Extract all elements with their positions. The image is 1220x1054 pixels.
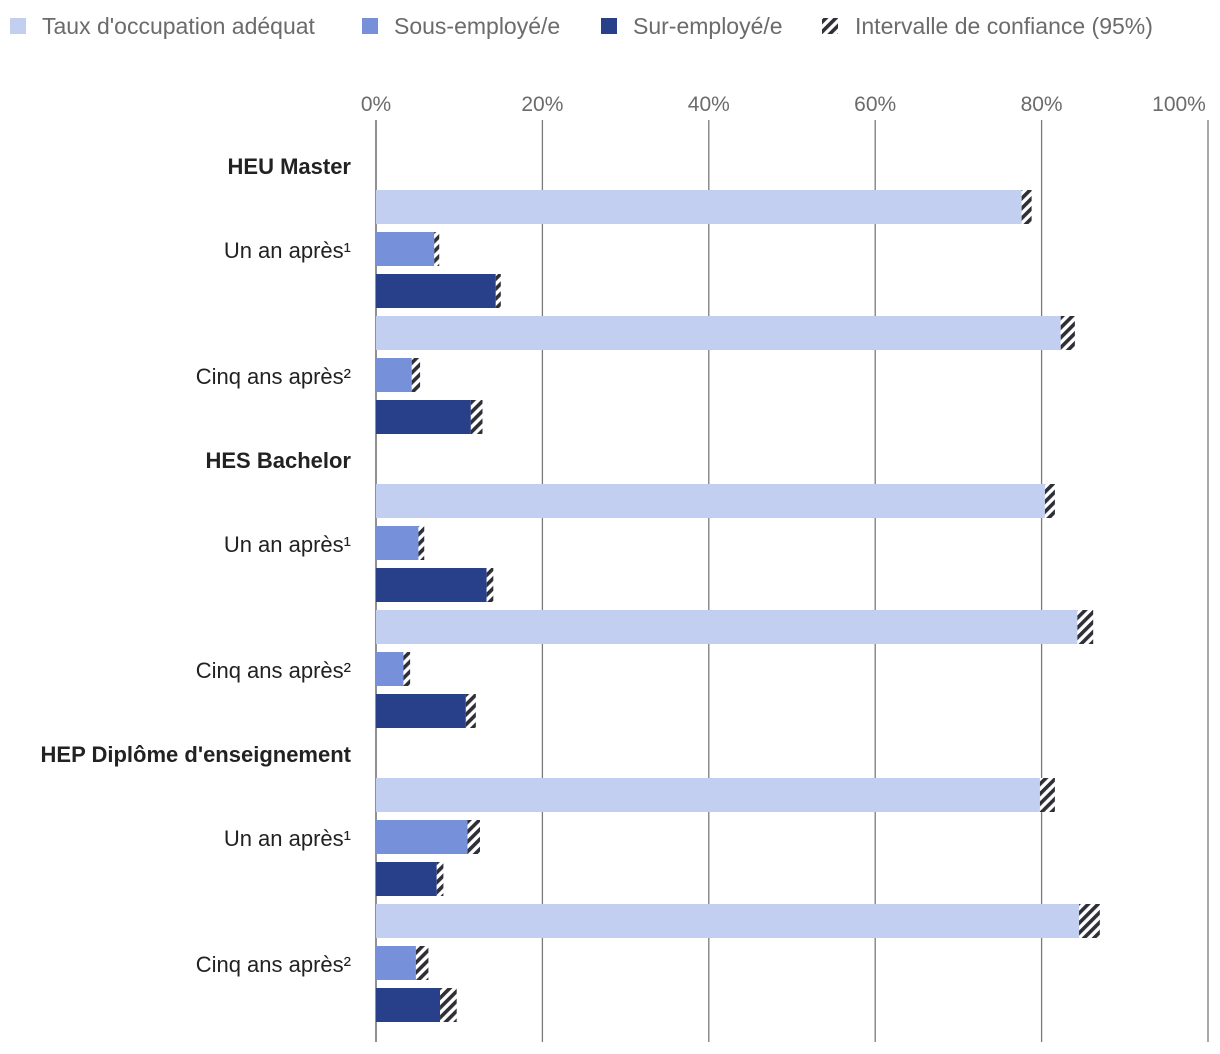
ci-adequate-g0-p1 [1060,316,1075,350]
period-label-hep-one-year: Un an après¹ [224,826,351,851]
bar-under-g0-p0[interactable] [376,232,435,266]
legend-label-under: Sous-employé/e [394,13,560,39]
bar-adequate-g0-p0[interactable] [376,190,1022,224]
legend-swatch-adequate [10,18,26,34]
legend-item-ci[interactable]: Intervalle de confiance (95%) [822,13,1153,39]
ci-under-g0-p1 [411,358,421,392]
bar-over-g1-p1[interactable] [376,694,466,728]
bar-over-g2-p0[interactable] [376,862,437,896]
x-tick-label-40: 40% [688,93,730,116]
bar-over-g1-p0[interactable] [376,568,487,602]
legend-label-adequate: Taux d'occupation adéquat [42,13,316,39]
bar-adequate-g1-p1[interactable] [376,610,1078,644]
period-label-hes-one-year: Un an après¹ [224,532,351,557]
bar-adequate-g2-p1[interactable] [376,904,1080,938]
legend-swatch-over [601,18,617,34]
ci-over-g1-p1 [465,694,476,728]
bar-under-g0-p1[interactable] [376,358,412,392]
bars [376,190,1100,1022]
bar-over-g2-p1[interactable] [376,988,441,1022]
bar-under-g1-p0[interactable] [376,526,419,560]
bar-under-g2-p1[interactable] [376,946,416,980]
period-label-heu-one-year: Un an après¹ [224,238,351,263]
ci-over-g2-p1 [440,988,457,1022]
legend-item-adequate[interactable]: Taux d'occupation adéquat [10,13,316,39]
bar-under-g2-p0[interactable] [376,820,468,854]
ci-under-g1-p0 [418,526,425,560]
bar-adequate-g2-p0[interactable] [376,778,1040,812]
ci-adequate-g1-p0 [1044,484,1055,518]
ci-over-g2-p0 [436,862,444,896]
bar-under-g1-p1[interactable] [376,652,404,686]
x-tick-label-0: 0% [361,93,391,116]
x-tick-label-80: 80% [1021,93,1063,116]
legend-swatch-under [362,18,378,34]
ci-over-g0-p0 [495,274,501,308]
bar-over-g0-p0[interactable] [376,274,496,308]
x-tick-label-100: 100% [1152,93,1206,116]
ci-over-g0-p1 [470,400,483,434]
ci-under-g1-p1 [403,652,411,686]
group-label-heu-master: HEU Master [228,154,352,179]
period-label-hep-five-years: Cinq ans après² [196,952,351,977]
period-label-hes-five-years: Cinq ans après² [196,658,351,683]
group-label-hes-bachelor: HES Bachelor [206,448,352,473]
bar-adequate-g1-p0[interactable] [376,484,1045,518]
gridlines [375,120,1209,1042]
ci-under-g0-p0 [434,232,440,266]
x-axis: 0% 20% 40% 60% 80% 100% [361,93,1206,116]
ci-over-g1-p0 [486,568,494,602]
group-label-hep-diplome: HEP Diplôme d'enseignement [41,742,352,767]
bar-adequate-g0-p1[interactable] [376,316,1061,350]
legend-label-over: Sur-employé/e [633,13,783,39]
legend: Taux d'occupation adéquat Sous-employé/e… [10,13,1153,39]
legend-swatch-ci [822,18,838,34]
ci-under-g2-p1 [415,946,429,980]
bar-over-g0-p1[interactable] [376,400,471,434]
ci-under-g2-p0 [467,820,480,854]
ci-adequate-g1-p1 [1077,610,1094,644]
x-tick-label-60: 60% [854,93,896,116]
legend-label-ci: Intervalle de confiance (95%) [855,13,1153,39]
ci-adequate-g0-p0 [1021,190,1032,224]
period-label-heu-five-years: Cinq ans après² [196,364,351,389]
ci-adequate-g2-p0 [1039,778,1055,812]
legend-item-under[interactable]: Sous-employé/e [362,13,560,39]
x-tick-label-20: 20% [521,93,563,116]
ci-adequate-g2-p1 [1079,904,1100,938]
category-labels: HEU Master Un an après¹ Cinq ans après² … [41,154,352,977]
legend-item-over[interactable]: Sur-employé/e [601,13,783,39]
